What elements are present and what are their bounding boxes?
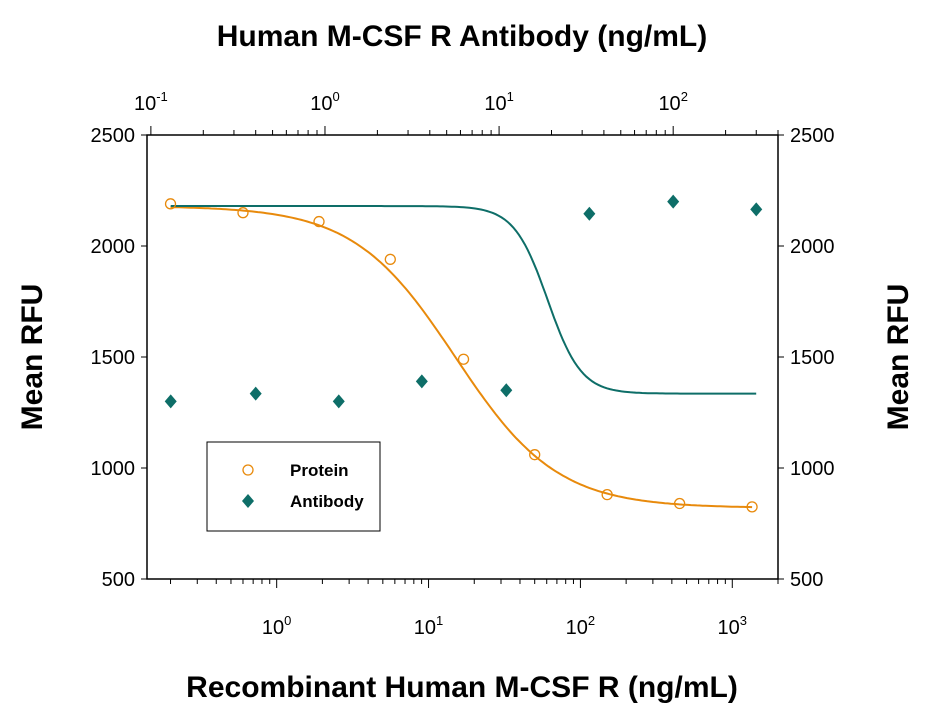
tick-exponent: 1 (507, 89, 514, 104)
left-y-tick-label: 2000 (91, 236, 136, 258)
right-y-tick-label: 2000 (790, 236, 835, 258)
tick-exponent: 0 (284, 613, 291, 628)
protein-fit-curve (170, 206, 753, 509)
legend-protein-marker (242, 464, 254, 476)
tick-base: 10 (658, 93, 680, 115)
bottom-x-tick-label: 102 (566, 613, 595, 639)
protein-data-point (164, 198, 177, 210)
right-y-tick-label: 1000 (790, 458, 835, 480)
right-y-tick-label: 2500 (790, 125, 835, 147)
antibody-data-point (667, 194, 680, 209)
protein-data-point (673, 497, 686, 510)
antibody-data-point (415, 374, 428, 389)
top-x-tick-label: 10-1 (134, 89, 168, 115)
tick-base: 10 (134, 93, 156, 115)
antibody-data-point (249, 386, 262, 401)
legend: Protein Antibody (206, 441, 381, 532)
top-axis-title: Human M-CSF R Antibody (ng/mL) (217, 20, 708, 53)
legend-antibody-marker (242, 494, 254, 508)
tick-base: 10 (262, 617, 284, 639)
tick-base: 10 (414, 617, 436, 639)
top-x-tick-label: 101 (484, 89, 513, 115)
right-y-tick-label: 500 (790, 569, 823, 591)
left-y-tick-label: 1500 (91, 347, 136, 369)
protein-data-point (313, 215, 325, 228)
antibody-data-point (332, 394, 345, 409)
tick-base: 10 (566, 617, 588, 639)
antibody-data-point (583, 206, 596, 221)
top-x-tick-label: 102 (658, 89, 687, 115)
protein-data-point (237, 207, 249, 219)
antibody-data-point (500, 383, 513, 398)
tick-base: 10 (718, 617, 740, 639)
legend-protein-label: Protein (290, 461, 349, 480)
tick-exponent: -1 (156, 89, 168, 104)
right-y-tick-label: 1500 (790, 347, 835, 369)
left-y-axis-title: Mean RFU (16, 284, 49, 431)
tick-exponent: 0 (332, 89, 339, 104)
tick-exponent: 3 (740, 613, 747, 628)
tick-base: 10 (310, 93, 332, 115)
top-x-tick-label: 100 (310, 89, 339, 115)
protein-data-point (384, 253, 396, 265)
left-y-tick-label: 1000 (91, 458, 136, 480)
left-y-tick-label: 2500 (91, 125, 136, 147)
legend-antibody-label: Antibody (290, 492, 364, 511)
protein-data-point (457, 353, 470, 365)
tick-exponent: 1 (436, 613, 443, 628)
protein-data-point (746, 501, 758, 513)
protein-data-point (601, 488, 613, 501)
bottom-x-tick-label: 103 (718, 613, 747, 639)
left-y-tick-label: 500 (102, 569, 135, 591)
antibody-data-point (750, 202, 763, 217)
bottom-x-tick-label: 100 (262, 613, 291, 639)
right-y-axis-title: Mean RFU (882, 284, 915, 431)
tick-exponent: 2 (681, 89, 688, 104)
antibody-fit-curve (170, 205, 757, 395)
protein-data-point (529, 449, 541, 461)
tick-base: 10 (484, 93, 506, 115)
bottom-x-tick-label: 101 (414, 613, 443, 639)
tick-exponent: 2 (588, 613, 595, 628)
antibody-data-point (164, 394, 177, 409)
bottom-axis-title: Recombinant Human M-CSF R (ng/mL) (186, 671, 738, 704)
legend-box (206, 441, 381, 532)
